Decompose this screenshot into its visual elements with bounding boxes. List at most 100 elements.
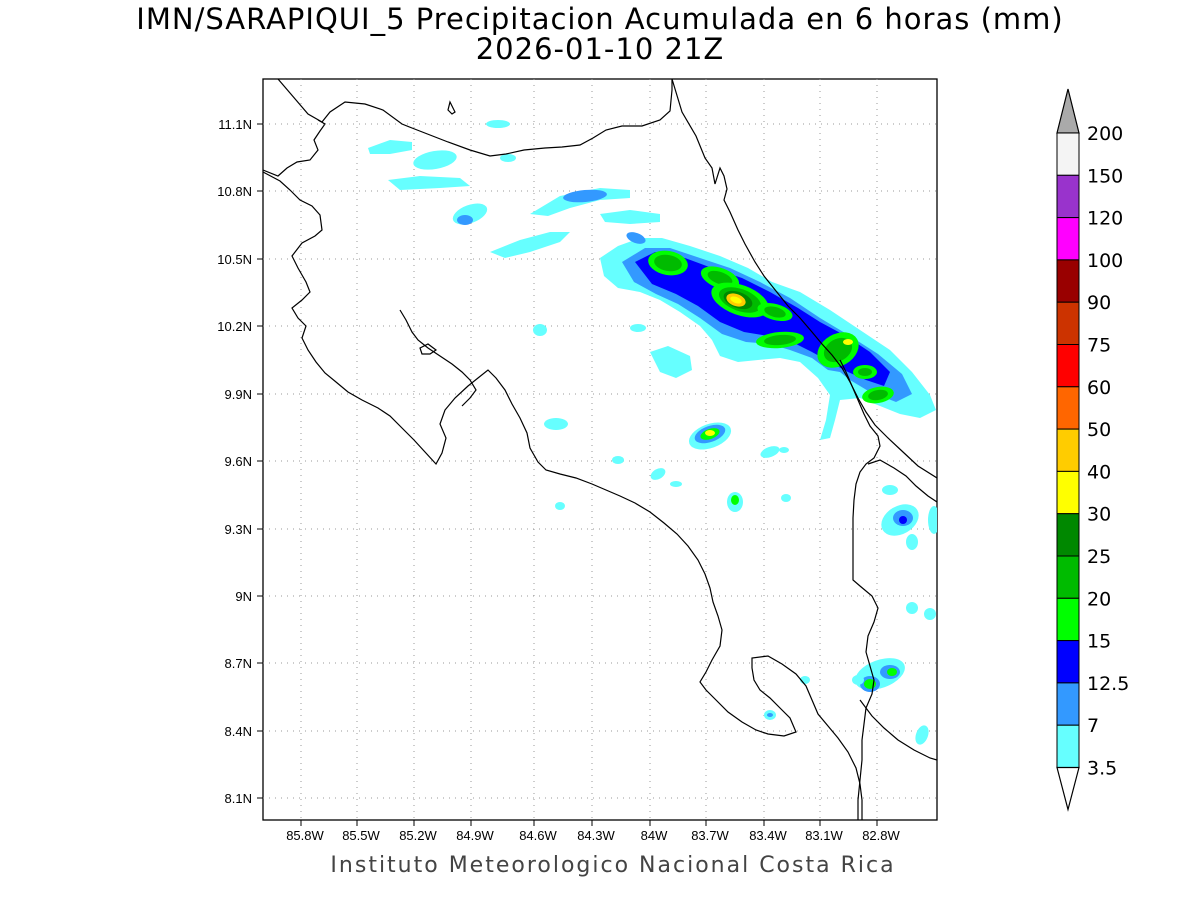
longitude-axis: 85.8W 85.5W 85.2W 84.9W 84.6W 84.3W 84W …	[286, 820, 901, 843]
gulf-island-shape	[419, 343, 438, 355]
precip-cell	[767, 713, 773, 717]
precip-cell	[731, 495, 739, 505]
colorbar-swatch	[1056, 597, 1080, 642]
precip-cell	[906, 534, 918, 550]
lon-label: 84.9W	[456, 828, 494, 843]
colorbar-label: 12.5	[1087, 673, 1129, 695]
map-datetime: 2026-01-10 21Z	[475, 32, 725, 66]
precip-cell	[544, 418, 568, 430]
precip-cell	[413, 150, 457, 170]
precip-cell	[887, 668, 897, 676]
precip-cell	[563, 189, 607, 203]
colorbar-label: 30	[1087, 504, 1111, 526]
graticule	[263, 79, 937, 820]
lat-label: 9N	[235, 589, 252, 604]
lon-label: 82.8W	[862, 828, 900, 843]
lon-label: 83.1W	[805, 828, 843, 843]
precip-cell	[924, 608, 936, 620]
colorbar-label: 15	[1087, 631, 1111, 653]
colorbar-label: 90	[1087, 292, 1111, 314]
precip-cell	[654, 254, 682, 272]
colorbar-swatch	[1056, 724, 1080, 769]
precip-cell	[764, 334, 796, 346]
precip-cell	[612, 456, 624, 464]
lon-label: 83.4W	[749, 828, 787, 843]
precip-cell	[858, 368, 872, 376]
precip-cell	[760, 446, 780, 458]
caribbean-coast-line	[671, 79, 937, 479]
precip-cell	[650, 346, 692, 378]
colorbar-label: 25	[1087, 546, 1111, 568]
map-frame	[262, 78, 938, 821]
colorbar-swatch	[1056, 259, 1080, 303]
precip-cell	[600, 210, 660, 224]
lat-label: 11.1N	[218, 117, 252, 132]
lat-label: 9.3N	[225, 522, 252, 537]
precip-cell	[764, 306, 786, 318]
lat-label: 10.5N	[217, 252, 252, 267]
panama-border-line	[839, 359, 881, 820]
institution-footer: Instituto Meteorologico Nacional Costa R…	[330, 853, 896, 878]
map-title: IMN/SARAPIQUI_5 Precipitacion Acumulada …	[136, 2, 1064, 36]
colorbar-label: 120	[1087, 208, 1123, 230]
precip-cell	[533, 324, 547, 336]
lon-label: 84W	[641, 828, 668, 843]
panama-coast-line	[859, 459, 937, 761]
precip-cell	[388, 176, 470, 190]
colorbar-legend: 200 150 120 100 90 75 60 50 40 30 25 20 15 12.5 7 3.5	[1056, 88, 1129, 812]
lon-label: 84.3W	[577, 828, 615, 843]
precip-cell	[915, 725, 929, 745]
latitude-axis: 11.1N 10.8N 10.5N 10.2N 9.9N 9.6N 9.3N 9…	[217, 117, 263, 806]
precip-cell	[650, 468, 666, 480]
colorbar-swatch	[1056, 217, 1080, 261]
precip-cell	[490, 232, 570, 258]
colorbar-swatch	[1056, 640, 1080, 684]
lon-label: 85.2W	[399, 828, 437, 843]
lat-label: 9.6N	[225, 454, 252, 469]
colorbar-label: 200	[1087, 123, 1123, 145]
colorbar-swatch	[1056, 301, 1080, 346]
lon-label: 84.6W	[519, 828, 557, 843]
precip-cell	[555, 502, 565, 510]
precip-cell	[705, 430, 715, 436]
nicaragua-border-line	[277, 79, 673, 157]
precip-cell	[868, 389, 888, 401]
colorbar-swatch	[1056, 682, 1080, 726]
colorbar-swatch	[1056, 386, 1080, 430]
colorbar-label: 3.5	[1087, 758, 1117, 780]
colorbar-swatch	[1056, 513, 1080, 557]
colorbar-label: 50	[1087, 419, 1111, 441]
lat-label: 8.4N	[225, 724, 252, 739]
precip-cell	[630, 324, 646, 332]
precip-cell	[626, 232, 646, 244]
precip-cell	[368, 140, 412, 154]
colorbar-label: 7	[1087, 715, 1099, 737]
precip-cell	[457, 215, 473, 225]
lake-island-shape	[447, 100, 456, 115]
colorbar-swatch	[1056, 470, 1080, 515]
lat-label: 10.8N	[217, 184, 252, 199]
lat-label: 8.7N	[225, 656, 252, 671]
precip-cell	[486, 120, 510, 128]
precip-cell	[843, 339, 853, 345]
precip-cell	[852, 675, 864, 685]
colorbar-label: 150	[1087, 165, 1123, 187]
precip-cell	[730, 296, 742, 304]
precip-cell	[882, 485, 898, 495]
colorbar-label: 100	[1087, 250, 1123, 272]
colorbar-label: 75	[1087, 335, 1111, 357]
coastlines	[263, 79, 937, 820]
lon-label: 85.5W	[342, 828, 380, 843]
pacific-coast-line	[263, 119, 863, 820]
colorbar-swatch	[1056, 132, 1080, 176]
precip-cell	[928, 506, 937, 534]
precipitation-field	[368, 120, 937, 745]
precip-cell	[899, 516, 907, 524]
precip-cell	[781, 494, 791, 502]
lat-label: 8.1N	[225, 791, 252, 806]
precip-cell	[906, 602, 918, 614]
lat-label: 9.9N	[225, 387, 252, 402]
colorbar-swatch	[1056, 555, 1080, 599]
precip-cell	[500, 154, 516, 162]
